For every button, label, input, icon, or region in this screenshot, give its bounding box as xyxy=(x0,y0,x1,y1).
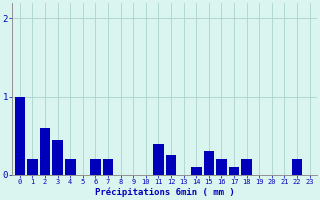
Bar xyxy=(241,159,252,175)
Bar xyxy=(52,140,63,175)
Bar xyxy=(204,151,214,175)
Bar xyxy=(14,97,25,175)
Bar xyxy=(90,159,101,175)
Bar xyxy=(27,159,38,175)
Bar xyxy=(103,159,113,175)
Bar xyxy=(65,159,76,175)
Bar xyxy=(292,159,302,175)
X-axis label: Précipitations 6min ( mm ): Précipitations 6min ( mm ) xyxy=(95,188,235,197)
Bar xyxy=(191,167,202,175)
Bar xyxy=(166,155,176,175)
Bar xyxy=(40,128,51,175)
Bar xyxy=(153,144,164,175)
Bar xyxy=(229,167,239,175)
Bar xyxy=(216,159,227,175)
